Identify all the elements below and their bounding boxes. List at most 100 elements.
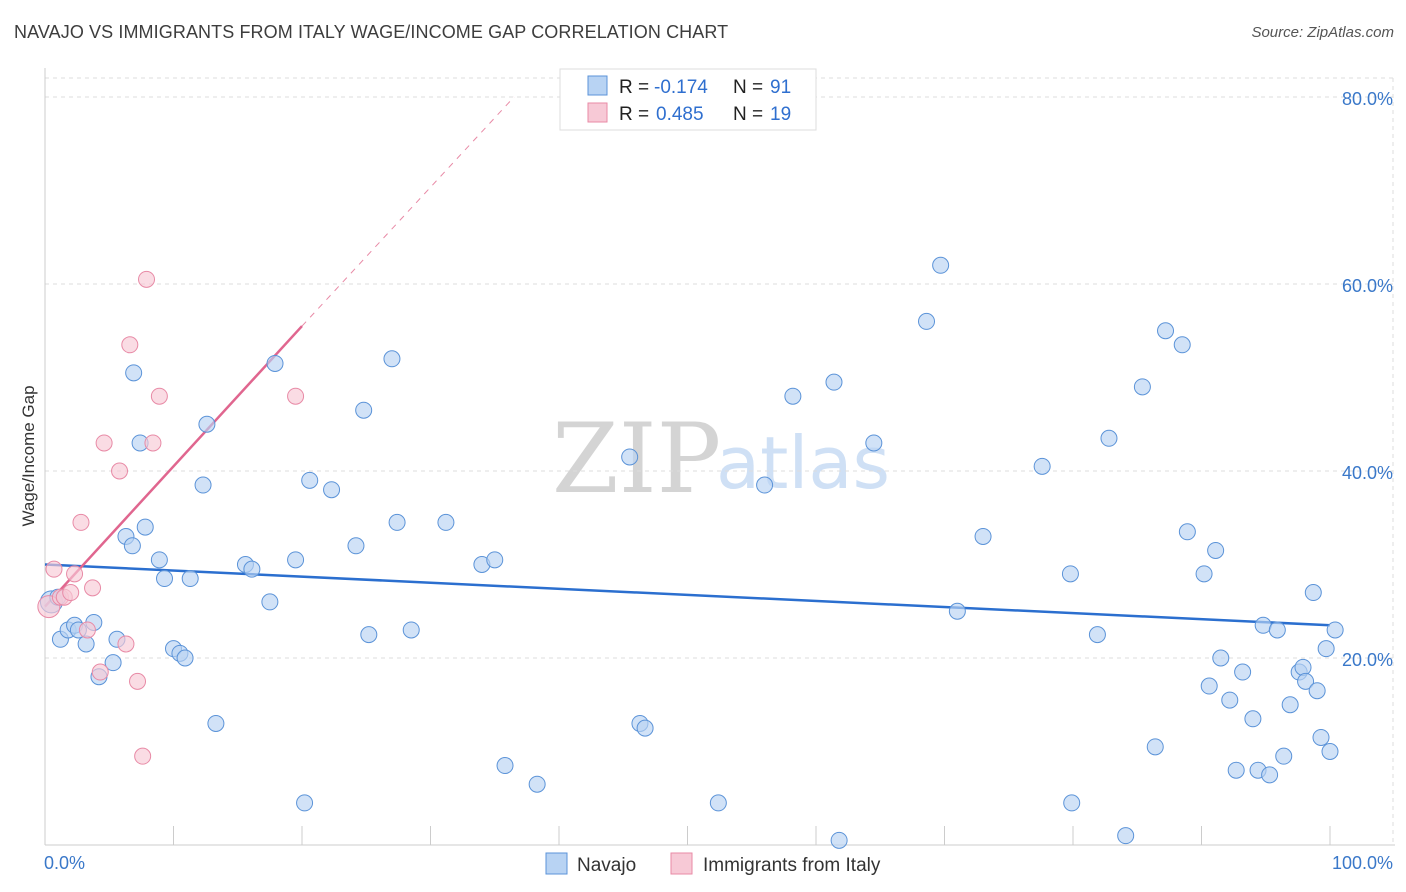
navajo-point bbox=[865, 434, 883, 452]
navajo-point bbox=[1268, 621, 1286, 639]
italy-point bbox=[78, 621, 96, 639]
navajo-point bbox=[198, 415, 216, 433]
navajo-point bbox=[1281, 696, 1299, 714]
navajo-point bbox=[1088, 626, 1106, 644]
navajo-point bbox=[486, 551, 504, 569]
italy-point bbox=[144, 434, 162, 452]
legend-label-italy: Immigrants from Italy bbox=[703, 855, 881, 876]
chart-title: NAVAJO VS IMMIGRANTS FROM ITALY WAGE/INC… bbox=[14, 22, 729, 42]
navajo-point bbox=[1100, 429, 1118, 447]
legend-swatch-italy-bottom bbox=[670, 852, 693, 875]
navajo-point bbox=[402, 621, 420, 639]
x-tick-label-min: 0.0% bbox=[44, 853, 85, 873]
navajo-point bbox=[323, 481, 341, 499]
navajo-point bbox=[709, 794, 727, 812]
navajo-point bbox=[243, 560, 261, 578]
navajo-point bbox=[825, 373, 843, 391]
navajo-point bbox=[1117, 827, 1135, 845]
navajo-point bbox=[1294, 658, 1312, 676]
navajo-point bbox=[1261, 766, 1279, 784]
navajo-point bbox=[918, 312, 936, 330]
navajo-point bbox=[1061, 565, 1079, 583]
legend-swatch-navajo-bottom bbox=[545, 852, 568, 875]
legend-swatch-italy bbox=[587, 102, 608, 123]
navajo-point bbox=[1033, 457, 1051, 475]
navajo-point bbox=[296, 794, 314, 812]
italy-point bbox=[45, 560, 63, 578]
legend-swatch-navajo bbox=[587, 75, 608, 96]
navajo-point bbox=[207, 714, 225, 732]
navajo-point bbox=[974, 527, 992, 545]
navajo-point bbox=[136, 518, 154, 536]
source-credit: Source: ZipAtlas.com bbox=[1251, 24, 1394, 41]
navajo-point bbox=[948, 602, 966, 620]
italy-point bbox=[62, 584, 80, 602]
data-points bbox=[37, 256, 1344, 849]
series-legend: Navajo Immigrants from Italy bbox=[545, 852, 881, 876]
y-axis-label: Wage/Income Gap bbox=[19, 385, 38, 526]
italy-point bbox=[150, 387, 168, 405]
navajo-point bbox=[77, 635, 95, 653]
navajo-point bbox=[1157, 322, 1175, 340]
navajo-point bbox=[1227, 761, 1245, 779]
navajo-point bbox=[784, 387, 802, 405]
correlation-legend: R = -0.174 N = 91 R = 0.485 N = 19 bbox=[559, 68, 817, 131]
navajo-point bbox=[1063, 794, 1081, 812]
navajo-point bbox=[1234, 663, 1252, 681]
navajo-point bbox=[1297, 672, 1315, 690]
navajo-point bbox=[621, 448, 639, 466]
navajo-point bbox=[287, 551, 305, 569]
navajo-point bbox=[1254, 616, 1272, 634]
navajo-point bbox=[1304, 584, 1322, 602]
legend-n-value-italy: 19 bbox=[770, 104, 791, 125]
y-tick-label: 20.0% bbox=[1342, 650, 1393, 670]
navajo-trend-line bbox=[44, 563, 1331, 627]
y-tick-label: 60.0% bbox=[1342, 276, 1393, 296]
navajo-point bbox=[1317, 640, 1335, 658]
axes bbox=[44, 68, 1395, 846]
navajo-point bbox=[830, 831, 848, 849]
watermark-atlas: atlas bbox=[716, 421, 890, 505]
navajo-point bbox=[1133, 378, 1151, 396]
navajo-point bbox=[355, 401, 373, 419]
navajo-point bbox=[756, 476, 774, 494]
italy-point bbox=[66, 565, 84, 583]
navajo-point bbox=[176, 649, 194, 667]
navajo-point bbox=[150, 551, 168, 569]
navajo-point bbox=[1308, 682, 1326, 700]
x-tick-label-max: 100.0% bbox=[1332, 853, 1393, 873]
navajo-point bbox=[181, 570, 199, 588]
navajo-point bbox=[528, 775, 546, 793]
italy-point bbox=[134, 747, 152, 765]
navajo-point bbox=[383, 350, 401, 368]
navajo-point bbox=[261, 593, 279, 611]
navajo-point bbox=[1173, 336, 1191, 354]
navajo-point bbox=[1195, 565, 1213, 583]
italy-point bbox=[287, 387, 305, 405]
legend-r-label-navajo: R = bbox=[619, 77, 649, 98]
y-tick-label: 80.0% bbox=[1342, 89, 1393, 109]
navajo-point bbox=[1212, 649, 1230, 667]
navajo-point bbox=[156, 570, 174, 588]
navajo-point bbox=[932, 256, 950, 274]
legend-r-value-italy: 0.485 bbox=[656, 104, 704, 125]
italy-point bbox=[84, 579, 102, 597]
legend-n-label-navajo: N = bbox=[733, 77, 763, 98]
navajo-point bbox=[437, 513, 455, 531]
navajo-point bbox=[1321, 743, 1339, 760]
italy-point bbox=[72, 513, 90, 531]
navajo-point bbox=[194, 476, 212, 494]
legend-label-navajo: Navajo bbox=[577, 855, 636, 876]
italy-point bbox=[111, 462, 129, 480]
navajo-point bbox=[1200, 677, 1218, 695]
italy-trend-extension bbox=[301, 96, 515, 327]
navajo-point bbox=[1275, 747, 1293, 765]
navajo-point bbox=[347, 537, 365, 555]
navajo-point bbox=[496, 757, 514, 775]
y-tick-labels: 20.0% 40.0% 60.0% 80.0% bbox=[1342, 89, 1393, 670]
navajo-point bbox=[1207, 541, 1225, 559]
italy-point bbox=[91, 663, 109, 681]
navajo-point bbox=[1244, 710, 1262, 728]
navajo-point bbox=[636, 719, 654, 737]
